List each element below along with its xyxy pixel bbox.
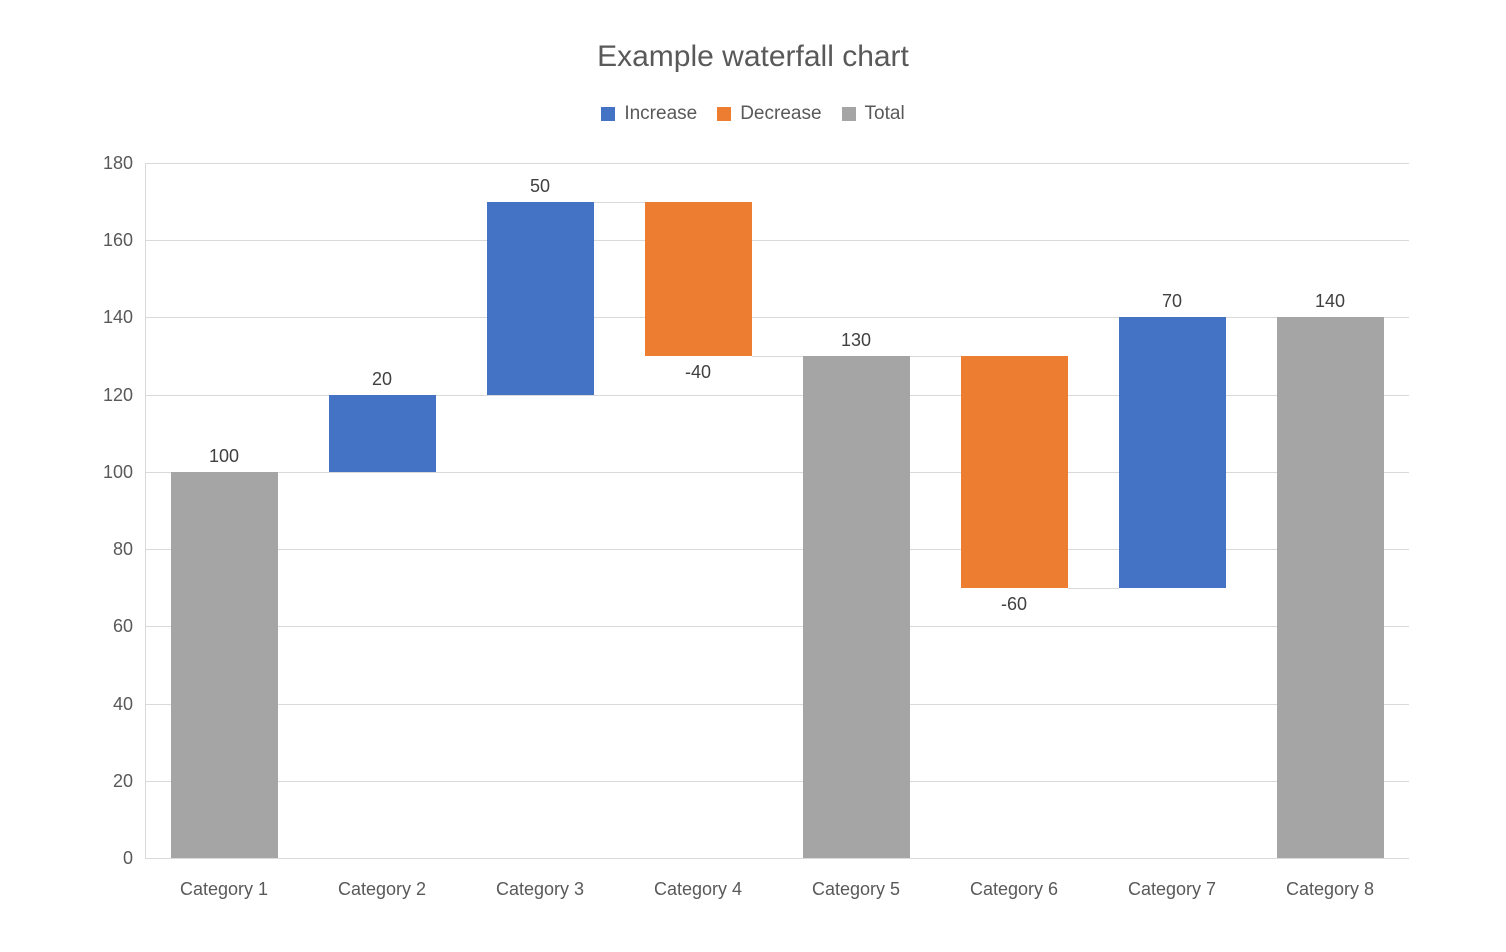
data-label-category-1: 100 xyxy=(208,445,240,466)
connector-3-4 xyxy=(593,201,645,203)
legend: Increase Decrease Total xyxy=(0,103,1506,125)
y-tick-label-80: 80 xyxy=(112,539,133,560)
data-label-category-7: 70 xyxy=(1161,291,1183,312)
data-label-category-4: -40 xyxy=(684,362,712,383)
y-tick-label-100: 100 xyxy=(102,461,133,482)
legend-swatch-decrease-icon xyxy=(717,107,732,121)
bar-category-2 xyxy=(328,394,436,472)
bar-category-1 xyxy=(170,471,278,858)
bar-category-3 xyxy=(486,201,594,395)
gridline-160 xyxy=(145,240,1409,242)
category-label-category-6: Category 6 xyxy=(969,879,1059,899)
gridline-100 xyxy=(145,471,1409,473)
category-label-category-7: Category 7 xyxy=(1127,879,1217,899)
bar-category-6 xyxy=(960,356,1068,588)
gridline-80 xyxy=(145,549,1409,551)
data-label-category-3: 50 xyxy=(529,175,551,196)
y-tick-label-0: 0 xyxy=(122,848,133,868)
gridline-40 xyxy=(145,703,1409,705)
data-label-category-8: 140 xyxy=(1314,291,1346,312)
category-label-category-8: Category 8 xyxy=(1285,879,1375,899)
legend-label-decrease: Decrease xyxy=(740,103,822,124)
gridline-140 xyxy=(145,317,1409,319)
bar-category-7 xyxy=(1118,317,1226,588)
y-tick-label-120: 120 xyxy=(102,384,133,405)
connector-4-5 xyxy=(751,356,803,358)
legend-label-total: Total xyxy=(864,103,905,124)
category-label-category-1: Category 1 xyxy=(179,879,269,899)
category-label-category-5: Category 5 xyxy=(811,879,901,899)
gridline-60 xyxy=(145,626,1409,628)
data-label-category-6: -60 xyxy=(1000,593,1028,614)
legend-item-total: Total xyxy=(841,103,905,125)
gridline-120 xyxy=(145,394,1409,396)
gridline-20 xyxy=(145,780,1409,782)
connector-5-6 xyxy=(909,356,961,358)
connector-2-3 xyxy=(435,394,487,396)
data-label-category-5: 130 xyxy=(840,330,872,351)
chart-title: Example waterfall chart xyxy=(597,40,909,73)
y-tick-label-40: 40 xyxy=(112,693,133,714)
y-tick-label-180: 180 xyxy=(102,153,133,173)
y-tick-label-140: 140 xyxy=(102,307,133,328)
legend-label-increase: Increase xyxy=(624,103,698,124)
legend-swatch-increase-icon xyxy=(601,107,616,121)
connector-6-7 xyxy=(1067,587,1119,589)
legend-item-increase: Increase xyxy=(601,103,697,125)
bar-category-8 xyxy=(1276,317,1384,858)
bar-category-4 xyxy=(644,201,752,357)
y-tick-label-20: 20 xyxy=(112,770,133,791)
y-tick-label-60: 60 xyxy=(112,616,133,637)
legend-item-decrease: Decrease xyxy=(717,103,822,125)
gridline-180 xyxy=(145,163,1409,164)
y-tick-label-160: 160 xyxy=(102,230,133,251)
gridline-0 xyxy=(145,858,1409,859)
connector-1-2 xyxy=(277,471,329,473)
category-label-category-2: Category 2 xyxy=(337,879,427,899)
category-label-category-3: Category 3 xyxy=(495,879,585,899)
connector-7-8 xyxy=(1225,317,1277,319)
legend-swatch-total-icon xyxy=(841,107,856,121)
y-axis-line xyxy=(145,163,146,858)
bar-category-5 xyxy=(802,356,910,858)
data-label-category-2: 20 xyxy=(371,368,393,389)
category-label-category-4: Category 4 xyxy=(653,879,743,899)
